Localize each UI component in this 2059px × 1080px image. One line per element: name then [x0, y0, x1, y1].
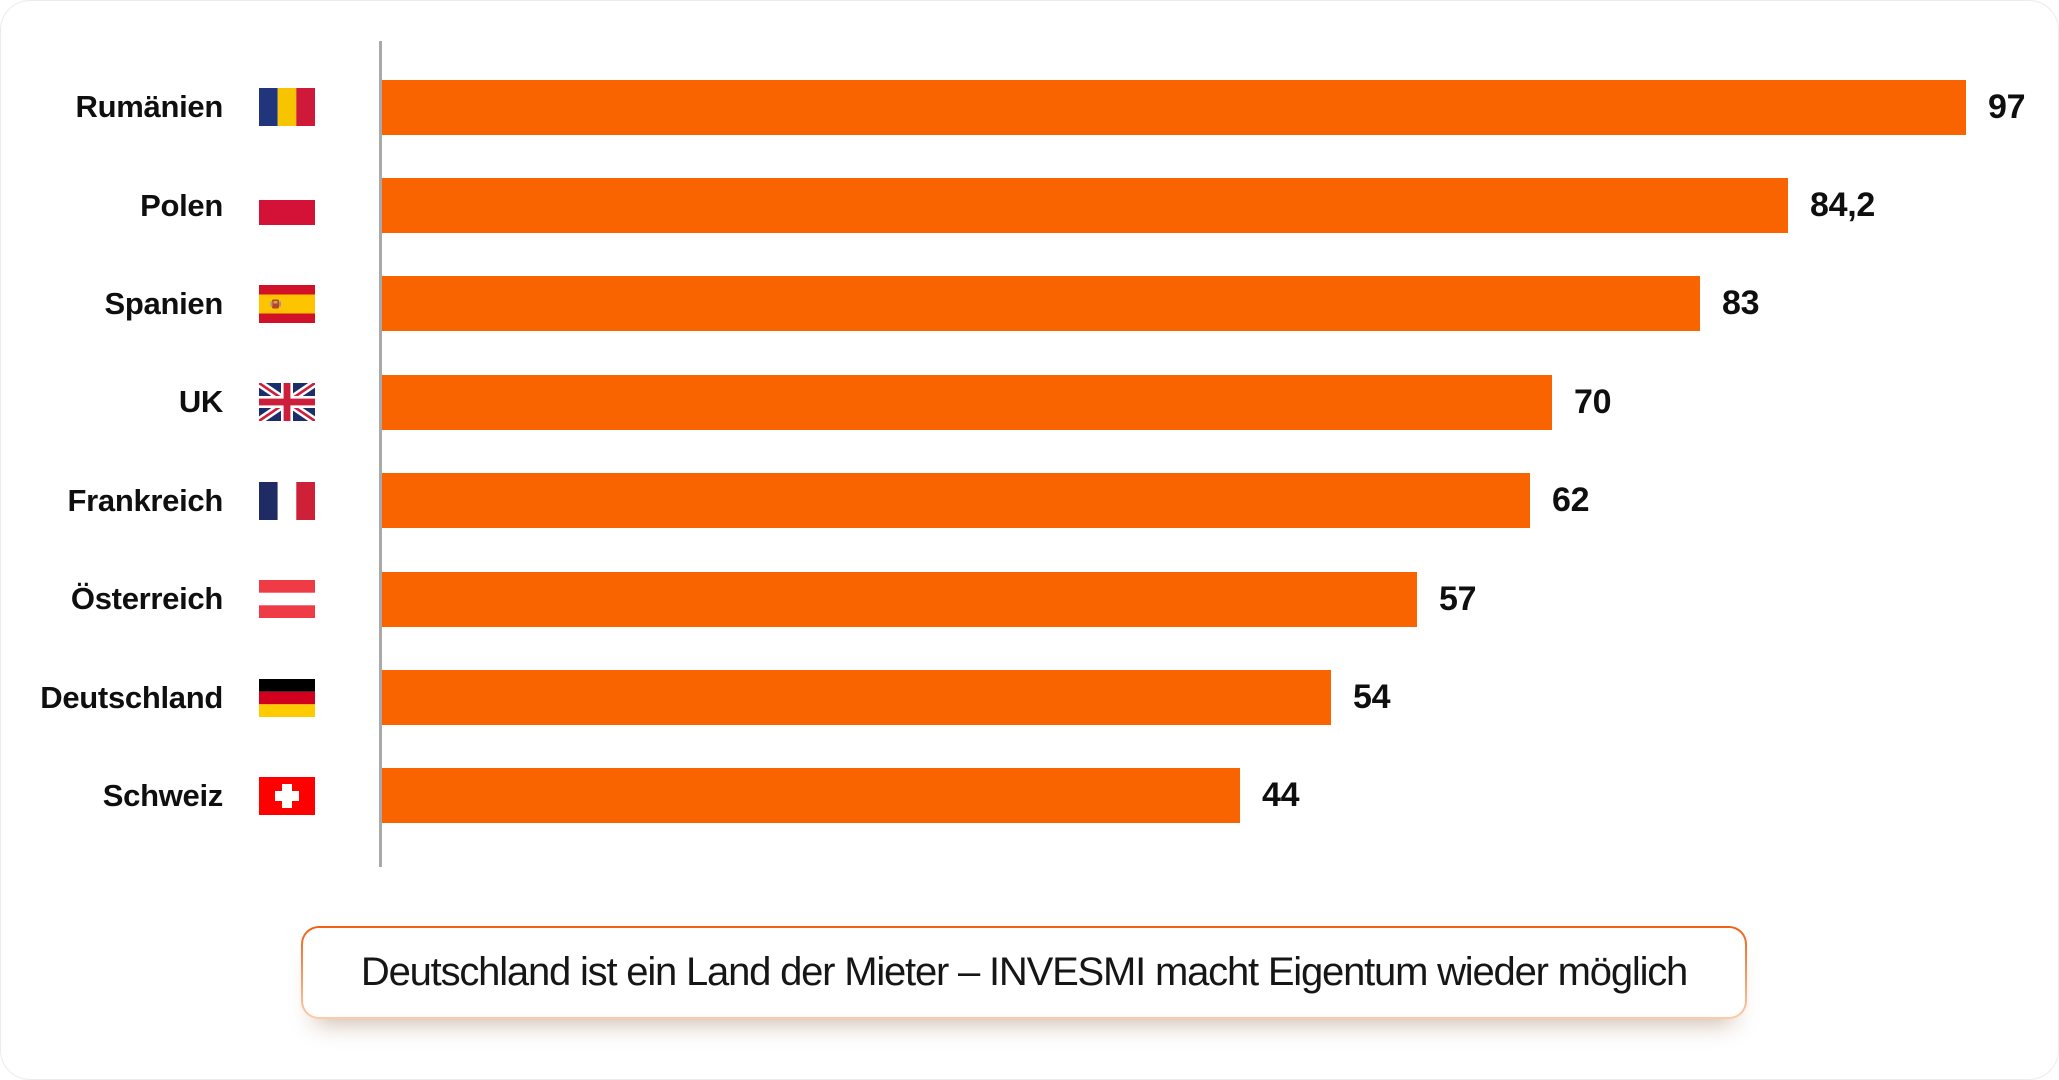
bar: [382, 79, 1966, 135]
chart-row: Polen 84,2: [1, 156, 2058, 254]
caption-inner: Deutschland ist ein Land der Mieter – IN…: [303, 928, 1745, 1017]
caption-box: Deutschland ist ein Land der Mieter – IN…: [301, 926, 1747, 1019]
country-label-4: Frankreich: [67, 482, 223, 518]
bar-track: 84,2: [382, 178, 2058, 234]
bar: [382, 571, 1417, 627]
switzerland-flag: [259, 776, 315, 815]
ownership-bar-chart: Rumänien 97 Polen 84,2 Spanien 83: [1, 1, 2058, 867]
bar-track: 62: [382, 473, 2058, 529]
country-label-7: Schweiz: [102, 777, 224, 813]
bar: [382, 670, 1331, 726]
france-flag: [259, 481, 315, 520]
germany-flag: [259, 678, 315, 717]
bar-track: 97: [382, 79, 2058, 135]
bar: [382, 374, 1552, 430]
value-label: 57: [1439, 579, 1477, 618]
value-label: 83: [1722, 284, 1760, 323]
austria-flag: [259, 580, 315, 619]
value-label: 54: [1353, 678, 1391, 717]
chart-row: Schweiz 44: [1, 747, 2058, 845]
value-label: 84,2: [1810, 186, 1875, 225]
bar: [382, 178, 1788, 234]
spain-flag: [259, 284, 315, 323]
bar-track: 54: [382, 670, 2058, 726]
value-label: 62: [1552, 481, 1590, 520]
bar-track: 44: [382, 768, 2058, 824]
bar: [382, 768, 1240, 824]
uk-flag: [259, 383, 315, 422]
country-label-2: Spanien: [104, 285, 224, 321]
country-label-5: Österreich: [70, 581, 223, 617]
bar-track: 70: [382, 374, 2058, 430]
country-label-1: Polen: [140, 187, 223, 223]
country-label-6: Deutschland: [40, 679, 223, 715]
country-label-3: UK: [178, 384, 223, 420]
bar: [382, 473, 1530, 529]
romania-flag: [259, 88, 315, 127]
bar-track: 83: [382, 276, 2058, 332]
chart-row: UK 70: [1, 353, 2058, 451]
chart-rows: Rumänien 97 Polen 84,2 Spanien 83: [1, 58, 2058, 845]
chart-row: Spanien 83: [1, 255, 2058, 353]
value-label: 44: [1262, 776, 1300, 815]
chart-row: Frankreich 62: [1, 452, 2058, 550]
poland-flag: [259, 186, 315, 225]
chart-row: Österreich 57: [1, 550, 2058, 648]
chart-row: Rumänien 97: [1, 58, 2058, 156]
caption-text: Deutschland ist ein Land der Mieter – IN…: [360, 950, 1688, 994]
country-label-0: Rumänien: [75, 89, 224, 125]
chart-row: Deutschland 54: [1, 648, 2058, 746]
bar-track: 57: [382, 571, 2058, 627]
bar: [382, 276, 1700, 332]
y-axis-line: [379, 41, 382, 867]
value-label: 97: [1988, 87, 2026, 126]
value-label: 70: [1574, 382, 1612, 421]
